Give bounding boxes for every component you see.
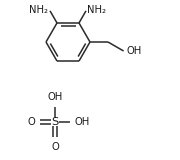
Text: S: S <box>51 117 59 127</box>
Text: O: O <box>51 142 59 152</box>
Text: OH: OH <box>127 46 142 56</box>
Text: NH₂: NH₂ <box>87 5 106 15</box>
Text: O: O <box>27 117 35 127</box>
Text: OH: OH <box>47 92 63 102</box>
Text: OH: OH <box>74 117 89 127</box>
Text: NH₂: NH₂ <box>29 5 48 15</box>
